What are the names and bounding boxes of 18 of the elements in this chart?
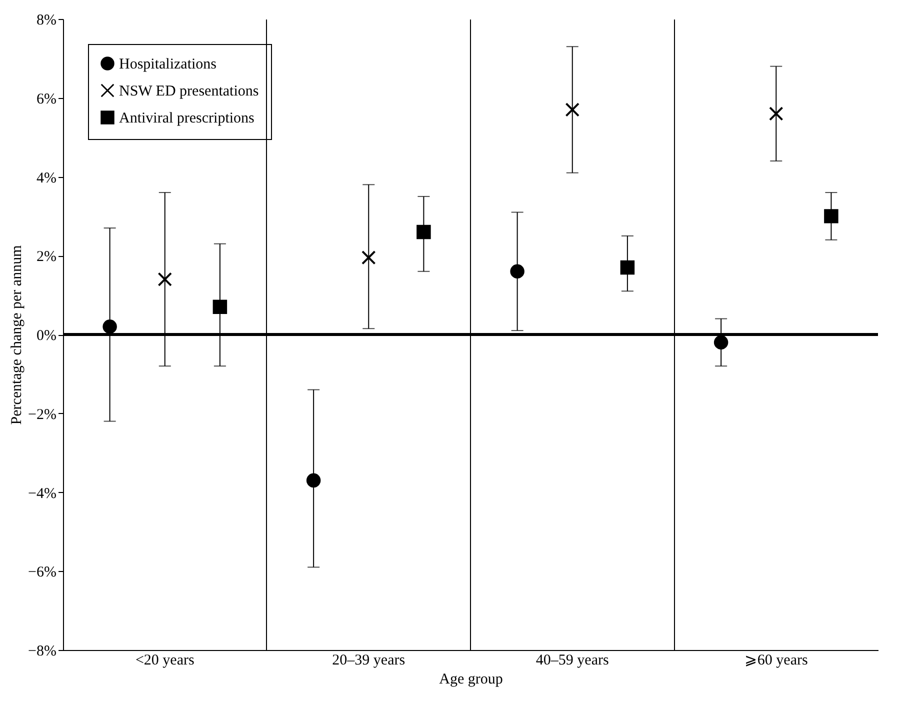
y-tick-label: −8% — [28, 644, 56, 660]
y-tick-label: 6% — [36, 91, 56, 108]
x-tick-label: <20 years — [135, 652, 194, 668]
y-tick-label: −2% — [28, 406, 56, 423]
y-tick-label: 4% — [36, 170, 56, 186]
legend-label: NSW ED presentations — [119, 84, 259, 100]
legend-label: Hospitalizations — [119, 56, 217, 72]
y-tick-label: −4% — [28, 486, 56, 502]
y-tick-label: 8% — [36, 12, 56, 28]
x-tick-label: ⩾60 years — [744, 652, 808, 668]
y-tick-label: 2% — [36, 249, 56, 266]
x-axis-title: Age group — [439, 672, 503, 688]
y-tick-label: −6% — [28, 564, 56, 581]
y-axis-title: Percentage change per annum — [9, 244, 26, 425]
y-tick-label: 0% — [36, 328, 56, 344]
x-tick-label: 20–39 years — [332, 652, 406, 668]
x-tick-label: 40–59 years — [536, 652, 609, 668]
legend-label: Antiviral prescriptions — [119, 110, 255, 126]
